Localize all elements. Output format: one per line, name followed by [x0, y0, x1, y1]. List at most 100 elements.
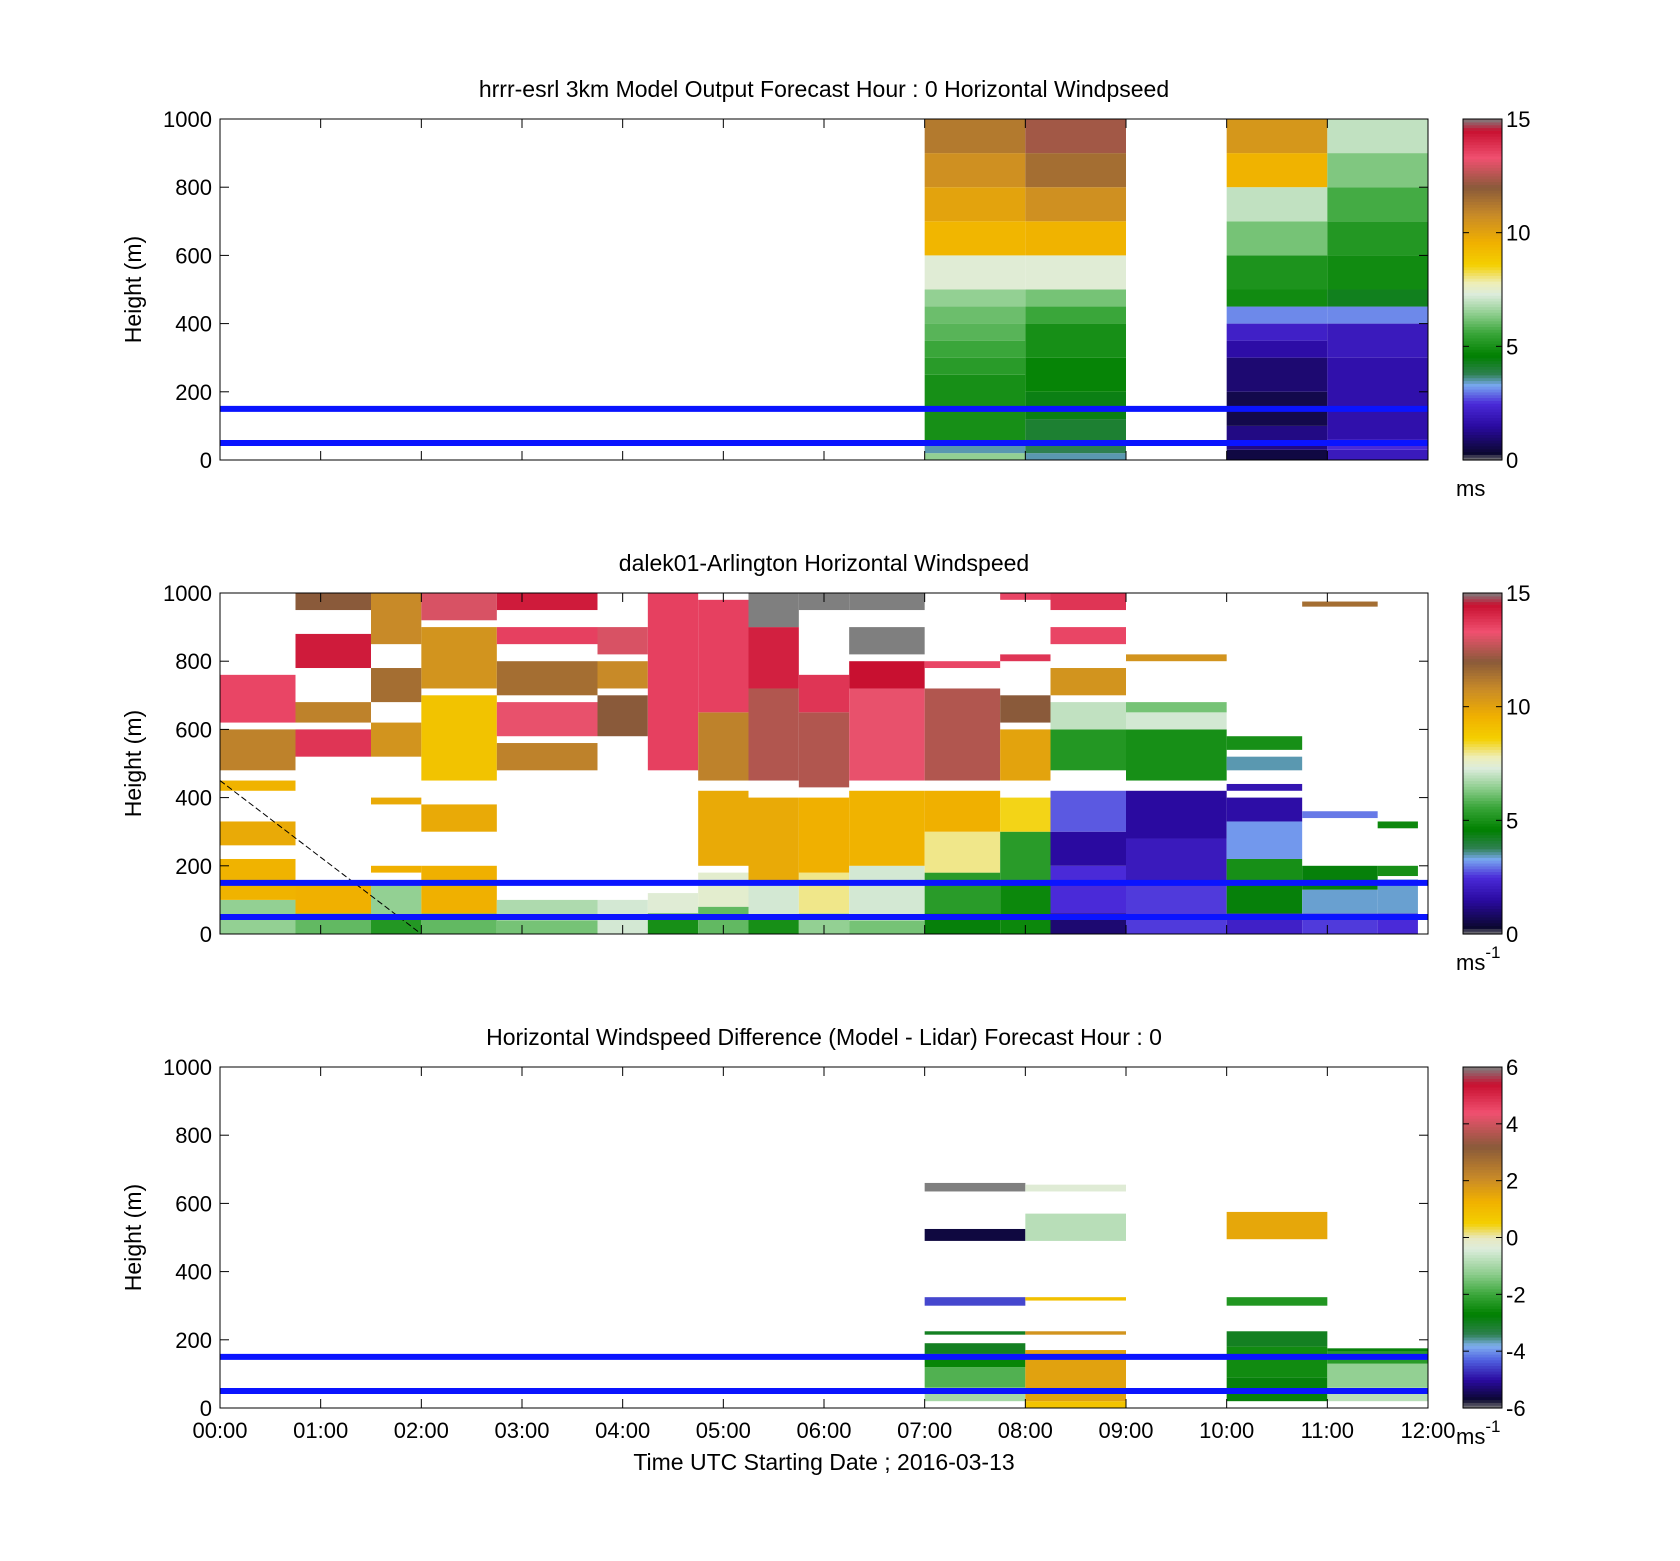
colorbar-unit-label: ms [1456, 476, 1485, 501]
chart-panel-2: 0 200 400 600 800 1000 dalek01-Arlington Horiz… [120, 550, 1530, 975]
y-tick-label: 1000 [163, 1055, 212, 1080]
heatmap-cell [597, 627, 648, 655]
colorbar-segment [1463, 1373, 1502, 1378]
colorbar-tick-label: -6 [1506, 1396, 1526, 1421]
colorbar-segment [1463, 746, 1502, 750]
colorbar-segment [1463, 374, 1502, 379]
colorbar-segment [1463, 190, 1502, 194]
colorbar-segment [1463, 723, 1502, 728]
colorbar-segment [1463, 346, 1502, 350]
heatmap-cell [1226, 449, 1328, 460]
heatmap-cell [1327, 119, 1428, 154]
heatmap-cell [748, 593, 799, 628]
chart-title: dalek01-Arlington Horizontal Windspeed [619, 550, 1029, 576]
heatmap-cell [647, 893, 699, 914]
heatmap-cell [1025, 453, 1126, 460]
heatmap-cell [1226, 736, 1303, 750]
colorbar-segment [1463, 629, 1502, 634]
colorbar-segment [1463, 133, 1502, 137]
colorbar-segment [1463, 729, 1502, 733]
colorbar-tick-label: -4 [1506, 1339, 1526, 1364]
colorbar-segment [1463, 1282, 1502, 1287]
heatmap-cell [1000, 797, 1051, 832]
colorbar-segment [1463, 828, 1502, 833]
heatmap-cells [220, 593, 1418, 934]
colorbar-segment [1463, 618, 1502, 623]
colorbar-segment [1463, 806, 1502, 810]
colorbar-segment [1463, 874, 1502, 878]
heatmap-cell [1377, 821, 1418, 829]
colorbar-segment [1463, 749, 1502, 753]
heatmap-cell [1327, 221, 1428, 256]
colorbar-segment [1463, 1345, 1502, 1349]
colorbar-segment [1463, 894, 1502, 898]
colorbar-segment [1463, 349, 1502, 353]
colorbar-segment [1463, 726, 1502, 730]
colorbar-segment [1463, 743, 1502, 748]
heatmap-cell [1226, 153, 1328, 188]
colorbar-segment [1463, 1382, 1502, 1386]
colorbar-segment [1463, 700, 1502, 705]
heatmap-cell [1025, 442, 1126, 454]
colorbar-segment [1463, 1365, 1502, 1369]
y-tick-label: 400 [175, 312, 212, 337]
colorbar-segment [1463, 1248, 1502, 1253]
colorbar-unit-exponent: -1 [1485, 943, 1500, 962]
heatmap-cell [924, 306, 1026, 324]
colorbar-segment [1463, 1305, 1502, 1310]
heatmap-cell [295, 702, 371, 723]
colorbar-segment [1463, 1291, 1502, 1295]
colorbar-segment [1463, 255, 1502, 259]
heatmap-cell [1025, 289, 1126, 307]
colorbar-tick-label: 6 [1506, 1055, 1518, 1080]
colorbar-segment [1463, 1339, 1502, 1344]
heatmap-cell [1126, 790, 1227, 839]
colorbar-unit-base: ms [1456, 476, 1485, 501]
colorbar-segment [1463, 440, 1502, 444]
colorbar-segment [1463, 138, 1502, 143]
colorbar-segment [1463, 1260, 1502, 1264]
colorbar-tick-label: 0 [1506, 922, 1518, 947]
heatmap-cell [1327, 323, 1428, 358]
colorbar-segment [1463, 709, 1502, 713]
colorbar-segment [1463, 1129, 1502, 1133]
heatmap-cell [924, 119, 1026, 154]
heatmap-cell [421, 865, 497, 914]
colorbar-segment [1463, 153, 1502, 157]
chart-panel-1: 0 200 400 600 800 1000 hrrr-esrl 3km Model Out… [120, 76, 1530, 501]
colorbar-segment [1463, 292, 1502, 296]
colorbar-segment [1463, 871, 1502, 875]
heatmap-cell [1050, 593, 1126, 611]
colorbar-segment [1463, 454, 1502, 458]
heatmap-cell [1327, 1363, 1428, 1388]
colorbar-segment [1463, 1368, 1502, 1372]
colorbar-segment [1463, 1189, 1502, 1193]
colorbar-segment [1463, 1132, 1502, 1136]
heatmap-cell [924, 357, 1026, 375]
colorbar-segment [1463, 323, 1502, 328]
colorbar-segment [1463, 411, 1502, 416]
y-axis-label: Height (m) [120, 710, 146, 817]
heatmap-cell [924, 453, 1026, 460]
colorbar-segment [1463, 1300, 1502, 1304]
colorbar-segment [1463, 1317, 1502, 1321]
heatmap-cell [1025, 357, 1126, 392]
colorbar-segment [1463, 834, 1502, 838]
colorbar-segment [1463, 1314, 1502, 1318]
colorbar-segment [1463, 811, 1502, 816]
colorbar-segment [1463, 309, 1502, 313]
colorbar-segment [1463, 826, 1502, 830]
heatmap-cell [1025, 306, 1126, 324]
colorbar-segment [1463, 417, 1502, 421]
colorbar-segment [1463, 783, 1502, 787]
colorbar-segment [1463, 664, 1502, 668]
colorbar-segment [1463, 1166, 1502, 1170]
heatmap-cell [1025, 153, 1126, 188]
colorbar-segment [1463, 624, 1502, 628]
colorbar-segment [1463, 658, 1502, 662]
colorbar-segment [1463, 403, 1502, 407]
colorbar-segment [1463, 1072, 1502, 1077]
colorbar-segment [1463, 244, 1502, 248]
colorbar-segment [1463, 320, 1502, 325]
heatmap-cell [698, 599, 749, 713]
